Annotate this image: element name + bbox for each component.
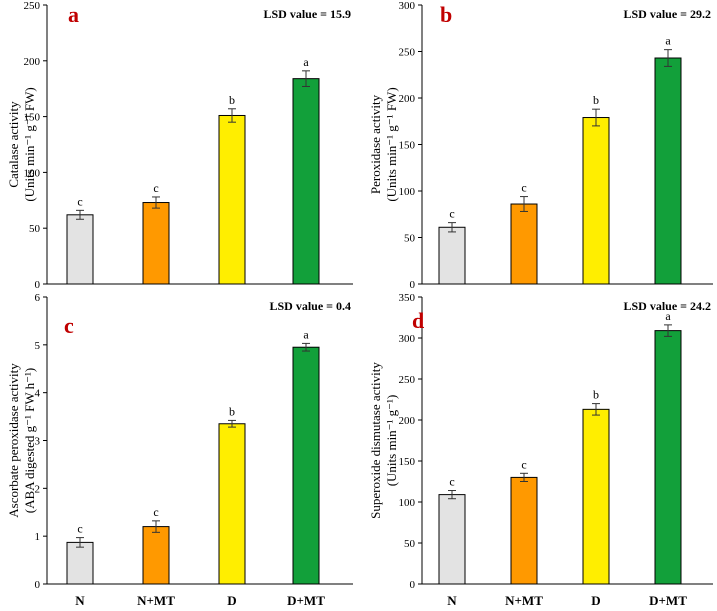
bar-n: [66, 541, 94, 585]
y-tick-label: 0: [410, 579, 416, 591]
category-label: D+MT: [287, 593, 325, 608]
bar-n-mt: [142, 202, 170, 285]
y-axis-unit-label: (Units min⁻¹ g⁻¹ FW): [384, 87, 399, 201]
panel-d: 0 50 100 150 200 250 300 350 Superoxide dismutas…: [368, 292, 713, 608]
category-label: N+MT: [505, 593, 543, 608]
category-label: N+MT: [137, 593, 175, 608]
bar-d: [218, 423, 246, 585]
bar-n-mt: [510, 476, 538, 585]
y-tick-label: 100: [24, 167, 41, 179]
bar-d-mt: [292, 346, 320, 585]
significance-letter: b: [593, 388, 599, 402]
category-label: N: [75, 593, 85, 608]
y-tick-label: 1: [35, 531, 41, 543]
category-label: D+MT: [649, 593, 687, 608]
y-tick-label: 2: [35, 483, 41, 495]
panel-letter: a: [68, 2, 79, 27]
y-tick-label: 250: [399, 374, 416, 386]
panel-b: 0 50 100 150 200 250 300 Peroxidase activity (Un…: [368, 0, 713, 291]
y-axis-unit-label: (Units min⁻¹ g⁻¹): [384, 395, 399, 487]
bar-n: [438, 494, 466, 585]
y-tick-label: 200: [399, 93, 416, 105]
y-tick-label: 200: [24, 56, 41, 68]
y-tick-label: 50: [29, 223, 41, 235]
lsd-value: LSD value = 0.4: [269, 299, 351, 313]
y-tick-label: 6: [35, 292, 41, 304]
y-tick-label: 100: [399, 186, 416, 198]
significance-letter: b: [229, 404, 235, 418]
bar-n-mt: [142, 526, 170, 585]
lsd-value: LSD value = 24.2: [623, 299, 711, 313]
y-tick-label: 0: [35, 579, 41, 591]
significance-letter: c: [521, 181, 526, 195]
category-label: D: [591, 593, 600, 608]
significance-letter: c: [77, 522, 82, 536]
bar-d: [582, 117, 610, 285]
bar-d-mt: [654, 57, 682, 285]
y-tick-label: 0: [410, 279, 416, 291]
significance-letter: c: [449, 475, 454, 489]
y-tick-label: 300: [399, 333, 416, 345]
significance-letter: c: [153, 181, 158, 195]
y-axis-label: Catalase activity: [6, 101, 21, 188]
y-tick-label: 100: [399, 497, 416, 509]
category-label: D: [227, 593, 236, 608]
y-axis-unit-label: (Units min⁻¹ g⁻¹ FW): [22, 87, 37, 201]
y-tick-label: 5: [35, 340, 41, 352]
significance-letter: a: [303, 55, 309, 69]
category-label: N: [447, 593, 457, 608]
y-tick-label: 250: [399, 47, 416, 59]
bar-d-mt: [292, 78, 320, 285]
bar-d: [582, 408, 610, 585]
y-tick-label: 350: [399, 292, 416, 304]
y-tick-label: 250: [24, 0, 41, 12]
y-tick-label: 0: [35, 279, 41, 291]
y-axis-label: Superoxide dismutase activity: [368, 362, 383, 519]
significance-letter: a: [665, 309, 671, 323]
significance-letter: b: [593, 93, 599, 107]
lsd-value: LSD value = 29.2: [623, 7, 711, 21]
panel-letter: c: [64, 313, 74, 338]
bar-n: [66, 214, 94, 285]
panel-letter: b: [440, 2, 452, 27]
significance-letter: c: [449, 207, 454, 221]
y-tick-label: 50: [404, 233, 416, 245]
bar-d-mt: [654, 330, 682, 585]
y-tick-label: 50: [404, 538, 416, 550]
y-axis-unit-label: (ABA digested g⁻¹ FW h⁻¹): [22, 368, 37, 514]
y-axis-label: Ascorbate peroxidase activity: [6, 363, 21, 518]
significance-letter: a: [665, 34, 671, 48]
bar-n-mt: [510, 203, 538, 285]
panel-letter: d: [412, 308, 424, 333]
panel-a: 0 50 100 150 200 250 Catalase activity (Units m…: [6, 0, 353, 291]
y-tick-label: 300: [399, 0, 416, 12]
y-tick-label: 150: [24, 112, 41, 124]
y-tick-label: 3: [35, 436, 41, 448]
y-axis-label: Peroxidase activity: [368, 94, 383, 194]
y-tick-label: 4: [35, 388, 41, 400]
y-tick-label: 200: [399, 415, 416, 427]
lsd-value: LSD value = 15.9: [263, 7, 351, 21]
significance-letter: a: [303, 327, 309, 341]
bar-d: [218, 114, 246, 285]
bar-n: [438, 226, 466, 285]
significance-letter: b: [229, 93, 235, 107]
significance-letter: c: [521, 457, 526, 471]
panel-c: 0 1 2 3 4 5 6 Ascorbate peroxidase activity (ABA…: [6, 292, 353, 608]
significance-letter: c: [77, 194, 82, 208]
y-tick-label: 150: [399, 140, 416, 152]
y-tick-label: 150: [399, 456, 416, 468]
significance-letter: c: [153, 505, 158, 519]
